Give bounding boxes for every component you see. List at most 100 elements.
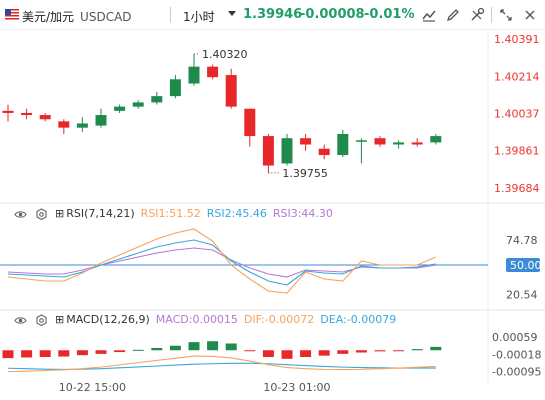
candle (95, 108, 107, 128)
price-axis-label: 1.40391 (494, 33, 540, 46)
time-axis-label: 10-22 15:00 (59, 381, 126, 394)
candle-body (151, 96, 163, 103)
candle (225, 68, 237, 109)
expand-icon[interactable] (497, 6, 515, 24)
rsi-axis-label: 74.78 (506, 234, 538, 247)
macd-bar (2, 350, 14, 359)
candle (355, 138, 367, 164)
close-icon[interactable] (521, 6, 539, 24)
macd-axis-label: -0.00095 (492, 366, 541, 379)
candle (318, 144, 330, 160)
macd-bar (188, 342, 200, 351)
price-change: -0.00008 (300, 7, 365, 22)
timeframe-selector[interactable]: 1小时 (183, 10, 215, 24)
price-axis-label: 1.39684 (494, 182, 540, 195)
macd-bar (21, 350, 33, 358)
candle-body (188, 66, 200, 84)
chart-header: 美元/加元 USDCAD 1小时 1.39946 -0.00008 -0.01% (0, 0, 545, 30)
candle (114, 104, 126, 113)
macd-name: MACD(12,26,9) (66, 313, 150, 326)
macd-bar (225, 343, 237, 351)
symbol-code: USDCAD (80, 10, 132, 24)
candle-body (281, 138, 293, 164)
macd-axis-label: 0.00059 (492, 331, 538, 344)
macd-bar (58, 350, 70, 357)
indicator-icon[interactable] (420, 6, 438, 24)
candle-body (58, 121, 70, 128)
macd-bar (132, 349, 144, 351)
gear-icon[interactable] (35, 314, 48, 327)
eye-icon[interactable] (14, 208, 27, 221)
candle-body (207, 66, 219, 78)
rsi2-value: RSI2:45.46 (206, 207, 267, 220)
price-axis-label: 1.40037 (494, 108, 540, 121)
macd-bar (374, 350, 386, 352)
gear-icon[interactable] (35, 208, 48, 221)
candle (337, 129, 349, 158)
candle-body (21, 112, 33, 116)
price-change-percent: -0.01% (364, 7, 415, 22)
us-flag-icon (5, 9, 19, 20)
macd-bar (281, 350, 293, 359)
candle-body (374, 138, 386, 145)
macd-config-icon[interactable]: ⊞ (55, 313, 65, 326)
candle (281, 133, 293, 166)
candle-body (169, 79, 181, 97)
macd-value: MACD:0.00015 (155, 313, 238, 326)
dif-value: DIF:-0.00072 (243, 313, 315, 326)
rsi1-value: RSI1:51.52 (140, 207, 201, 220)
macd-bar (411, 349, 423, 351)
macd-bar (262, 350, 274, 357)
candle (244, 108, 256, 147)
rsi-axis-label: 20.54 (506, 288, 538, 301)
price-axis-label: 1.39861 (494, 145, 540, 158)
high-label: 1.40320 (202, 48, 248, 61)
candle (2, 104, 14, 122)
candle-body (95, 115, 107, 126)
price-axis-label: 1.40214 (494, 70, 540, 83)
candle (393, 140, 405, 149)
candle-body (262, 136, 274, 166)
candle (21, 108, 33, 120)
candle-body (300, 138, 312, 145)
candle-body (318, 148, 330, 156)
chevron-down-icon[interactable] (228, 11, 236, 16)
macd-bar (244, 350, 256, 352)
macd-bar (76, 350, 88, 356)
candle-body (2, 110, 14, 113)
macd-axis-label: -0.00018 (492, 348, 541, 361)
candle (169, 75, 181, 99)
rsi2-line (7, 239, 436, 286)
pair-name: 美元/加元 (22, 10, 75, 24)
candle (262, 133, 274, 173)
candle-body (355, 140, 367, 142)
rsi-50-label: 50.00 (510, 259, 542, 272)
candle (76, 117, 88, 132)
symbol-selector[interactable]: 美元/加元 USDCAD (22, 8, 132, 25)
dea-value: DEA:-0.00079 (320, 313, 397, 326)
pencil-icon[interactable] (444, 6, 462, 24)
candle (374, 136, 386, 147)
candle (430, 133, 442, 145)
macd-bar (39, 350, 51, 357)
candle (188, 54, 200, 86)
last-price: 1.39946 (243, 7, 303, 22)
tools-icon[interactable] (468, 6, 486, 24)
candle-body (225, 75, 237, 107)
rsi-50-badge (506, 258, 540, 272)
candle-body (76, 123, 88, 128)
eye-icon[interactable] (14, 314, 27, 327)
rsi-config-icon[interactable]: ⊞ (55, 207, 65, 220)
low-label: 1.39755 (282, 167, 328, 180)
rsi1-line (7, 228, 437, 294)
dif-line (7, 355, 436, 373)
macd-bar (207, 341, 219, 351)
divider (170, 7, 171, 23)
candle-body (411, 142, 423, 145)
candle (58, 119, 70, 134)
candle (207, 64, 219, 80)
macd-bar (95, 350, 107, 354)
divider (491, 7, 492, 23)
candle-body (393, 142, 405, 145)
